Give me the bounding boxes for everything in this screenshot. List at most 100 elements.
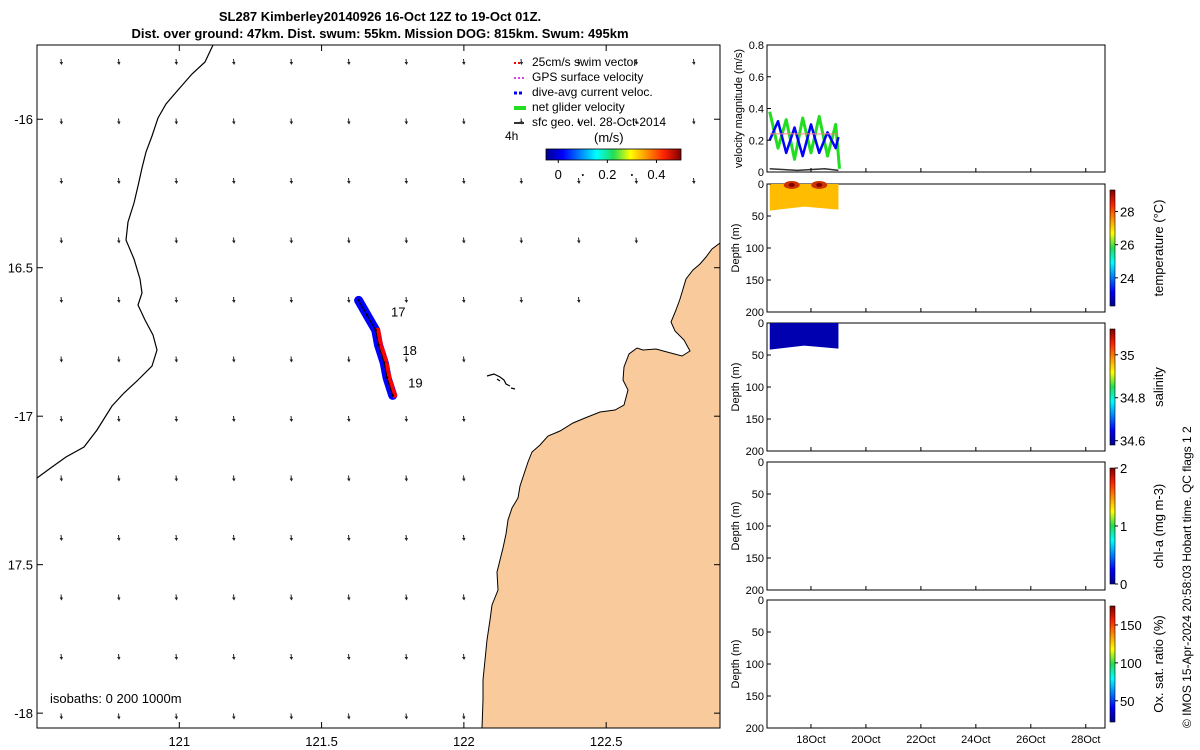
depth-y-tick-label: 0 — [758, 318, 764, 330]
date-tick-label: 18Oct — [796, 734, 825, 746]
surface-arrow — [404, 118, 408, 125]
surface-arrow — [404, 475, 408, 482]
map-cb-tick-label: 0 — [555, 167, 562, 182]
date-tick-label: 20Oct — [851, 734, 880, 746]
surface-arrow — [232, 356, 236, 363]
surface-arrow — [577, 177, 581, 184]
surface-arrow — [59, 713, 63, 720]
track-point — [391, 394, 394, 397]
map-x-tick-label: 122 — [453, 734, 475, 749]
surface-arrow — [174, 356, 178, 363]
surface-arrow — [289, 653, 293, 660]
chl-panel-frame — [766, 461, 1106, 591]
depth-ylabel: Depth (m) — [730, 640, 742, 689]
track-point — [377, 343, 380, 347]
depth-y-tick-label: 0 — [758, 595, 764, 607]
map-cb-tick-label: 0.2 — [598, 167, 616, 182]
track-point — [385, 376, 389, 379]
surface-arrow — [174, 237, 178, 244]
depth-y-tick-label: 200 — [746, 585, 764, 597]
velocity-ylabel: velocity magnitude (m/s) — [733, 49, 745, 168]
map-colorbar-label: (m/s) — [594, 130, 624, 145]
legend-label-net: net glider velocity — [532, 100, 625, 114]
depth-ylabel: Depth (m) — [730, 224, 742, 273]
surface-arrow — [404, 356, 408, 363]
surface-arrow — [59, 534, 63, 541]
surface-arrow — [117, 58, 121, 65]
surface-arrow — [634, 58, 638, 65]
surface-arrow — [117, 594, 121, 601]
surface-arrow — [462, 177, 466, 184]
surface-arrow — [404, 594, 408, 601]
depth-y-tick-label: 200 — [746, 307, 764, 319]
surface-arrow — [232, 713, 236, 720]
day-label: 17 — [391, 304, 405, 319]
surface-arrow — [59, 594, 63, 601]
surface-arrow — [174, 594, 178, 601]
date-tick-label: 28Oct — [1071, 734, 1100, 746]
surface-arrow — [289, 237, 293, 244]
surface-arrow — [462, 356, 466, 363]
surface-arrow — [174, 118, 178, 125]
surface-arrow — [519, 58, 523, 65]
surface-arrow — [232, 415, 236, 422]
scale-label-4h: 4h — [505, 129, 518, 143]
surface-arrow — [462, 534, 466, 541]
map-colorbar — [545, 148, 682, 161]
isobath-label: isobaths: 0 200 1000m — [50, 691, 182, 706]
map-axis-ticks: 121 121.5 122 122.5 -16 16.5 -17 17.5 -18 — [8, 45, 720, 749]
depth-y-tick-label: 50 — [752, 489, 764, 501]
surface-arrow — [289, 118, 293, 125]
surface-arrow — [117, 237, 121, 244]
day-labels: 17 18 19 — [391, 304, 423, 390]
section-cb-tick-label: 1 — [1120, 519, 1127, 534]
surface-arrow — [347, 653, 351, 660]
surface-arrow — [347, 58, 351, 65]
depth-y-tick-label: 200 — [746, 446, 764, 458]
surface-arrow — [232, 296, 236, 303]
surface-arrow — [59, 653, 63, 660]
surface-arrow — [404, 534, 408, 541]
section-fill-2 — [769, 184, 839, 211]
surface-arrow — [347, 296, 351, 303]
surface-arrow — [519, 296, 523, 303]
velocity-y-tick-label: 0.4 — [749, 104, 764, 116]
surface-arrow — [174, 475, 178, 482]
surface-arrow — [404, 713, 408, 720]
map-cb-minor-tick — [581, 174, 584, 176]
surface-arrow — [59, 177, 63, 184]
right-panels: 0 0.2 0.4 0.6 0.8 velocity magnitude (m/s) 0 50… — [730, 40, 1166, 746]
map-panel: 121 121.5 122 122.5 -16 16.5 -17 17.5 -18 17 18 19… — [8, 44, 721, 749]
surface-arrow — [232, 594, 236, 601]
surface-arrow — [174, 713, 178, 720]
depth-y-tick-label: 200 — [746, 723, 764, 735]
surface-arrow — [347, 415, 351, 422]
legend-label-dive: dive-avg current veloc. — [532, 85, 653, 99]
figure-title-line2: Dist. over ground: 47km. Dist. swum: 55k… — [131, 26, 629, 41]
surface-arrow — [404, 237, 408, 244]
section-cb-tick-label: 35 — [1120, 348, 1134, 363]
surface-arrow — [232, 58, 236, 65]
isobath-line — [37, 45, 214, 479]
surface-arrow — [634, 237, 638, 244]
surface-arrow — [59, 296, 63, 303]
depth-y-tick-label: 100 — [746, 382, 764, 394]
track-point — [382, 361, 386, 364]
surface-arrow — [232, 534, 236, 541]
surface-arrow — [692, 58, 696, 65]
map-x-tick-label: 121.5 — [305, 734, 338, 749]
velocity-y-tick-label: 0.8 — [749, 40, 764, 52]
surface-arrow — [577, 296, 581, 303]
day-label: 19 — [408, 376, 422, 391]
depth-y-tick-label: 100 — [746, 521, 764, 533]
surface-arrow — [117, 713, 121, 720]
surface-arrow — [289, 713, 293, 720]
surface-arrow — [634, 118, 638, 125]
section-cb-tick-label: 26 — [1120, 238, 1134, 253]
surface-arrow — [289, 594, 293, 601]
map-frame — [36, 44, 721, 729]
surface-arrow — [174, 177, 178, 184]
swim-vector-track — [375, 327, 398, 398]
surface-arrow — [174, 415, 178, 422]
